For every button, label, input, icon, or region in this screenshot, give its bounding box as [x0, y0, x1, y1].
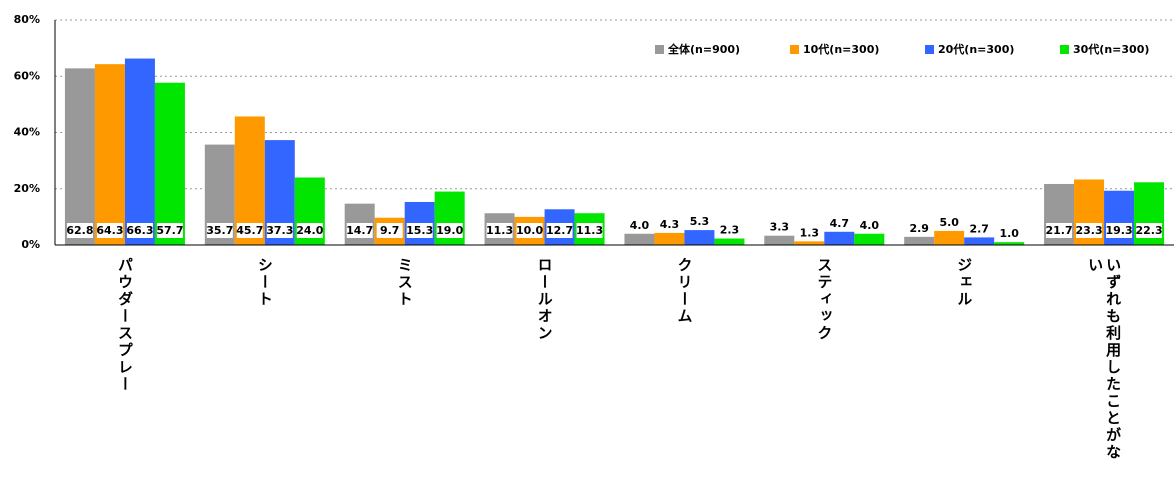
x-tick-label: いずれも利用したことがない [1086, 257, 1123, 461]
y-tick-label: 0% [21, 238, 40, 251]
value-label-bg [96, 223, 123, 238]
value-label-bg [406, 223, 433, 238]
legend-label: 20代(n=300) [938, 42, 1014, 56]
value-label: 4.0 [860, 219, 880, 232]
x-tick-label: パウダースプレー [115, 257, 134, 393]
value-label: 24.0 [296, 224, 323, 237]
bar [64, 68, 95, 245]
bar [154, 82, 185, 245]
legend-swatch [790, 45, 799, 54]
legend-swatch [1060, 45, 1069, 54]
value-label-bg [206, 223, 233, 238]
value-label-bg [376, 223, 403, 238]
bar [994, 242, 1025, 245]
value-label-bg [1046, 223, 1073, 238]
bar [824, 231, 855, 245]
value-label: 2.7 [969, 222, 989, 235]
value-label-bg [1076, 223, 1103, 238]
legend-swatch [925, 45, 934, 54]
value-label-bg [1136, 223, 1163, 238]
value-label: 35.7 [206, 224, 233, 237]
value-label: 15.3 [406, 224, 433, 237]
value-label: 66.3 [126, 224, 153, 237]
value-label-bg [576, 223, 603, 238]
value-label: 4.3 [660, 218, 680, 231]
value-label: 5.3 [690, 215, 710, 228]
bar [94, 64, 125, 245]
value-label-bg [486, 223, 513, 238]
value-label: 4.7 [830, 217, 850, 230]
bar [904, 236, 935, 245]
value-label: 19.0 [436, 224, 463, 237]
value-label: 22.3 [1135, 224, 1162, 237]
bar [124, 58, 155, 245]
bar [654, 232, 685, 245]
value-label-bg [66, 223, 93, 238]
value-label: 57.7 [156, 224, 183, 237]
value-label-bg [436, 223, 463, 238]
bar [854, 233, 885, 245]
y-tick-label: 80% [14, 13, 40, 26]
y-tick-label: 20% [14, 182, 40, 195]
x-tick-label: ミスト [395, 257, 414, 308]
bar [684, 230, 715, 245]
value-label: 5.0 [939, 216, 959, 229]
bar [764, 235, 795, 245]
value-label: 3.3 [770, 221, 790, 234]
value-label-bg [156, 223, 183, 238]
bar [624, 233, 655, 245]
value-label: 19.3 [1105, 224, 1132, 237]
x-tick-label: スティック [815, 257, 834, 342]
value-label-bg [1106, 223, 1133, 238]
legend-label: 全体(n=900) [667, 42, 740, 56]
legend-label: 30代(n=300) [1073, 42, 1149, 56]
y-tick-label: 60% [14, 69, 40, 82]
x-tick-label: ロールオン [535, 257, 554, 342]
value-label: 1.0 [999, 227, 1019, 240]
value-label-bg [546, 223, 573, 238]
value-label: 2.9 [909, 222, 929, 235]
value-label: 64.3 [96, 224, 123, 237]
bar [794, 241, 825, 245]
value-label: 62.8 [66, 224, 93, 237]
value-label: 9.7 [380, 224, 400, 237]
value-label-bg [516, 223, 543, 238]
legend-swatch [655, 45, 664, 54]
bar [934, 230, 965, 245]
value-label: 21.7 [1045, 224, 1072, 237]
value-label: 4.0 [630, 219, 650, 232]
value-label-bg [236, 223, 263, 238]
value-label: 14.7 [346, 224, 373, 237]
value-label: 10.0 [516, 224, 543, 237]
value-label: 2.3 [720, 224, 740, 237]
value-label: 12.7 [546, 224, 573, 237]
value-label-bg [296, 223, 323, 238]
value-label: 11.3 [576, 224, 603, 237]
y-tick-label: 40% [14, 126, 40, 139]
value-label: 11.3 [486, 224, 513, 237]
bar [964, 237, 995, 245]
value-label: 1.3 [800, 226, 820, 239]
value-label-bg [346, 223, 373, 238]
x-tick-label: ジェル [955, 257, 974, 308]
value-label-bg [266, 223, 293, 238]
value-label: 23.3 [1075, 224, 1102, 237]
x-tick-label: シート [255, 257, 274, 308]
value-label: 37.3 [266, 224, 293, 237]
value-label: 45.7 [236, 224, 263, 237]
value-label-bg [126, 223, 153, 238]
bar [714, 238, 745, 245]
legend-label: 10代(n=300) [803, 42, 879, 56]
x-tick-label: クリーム [675, 257, 694, 325]
